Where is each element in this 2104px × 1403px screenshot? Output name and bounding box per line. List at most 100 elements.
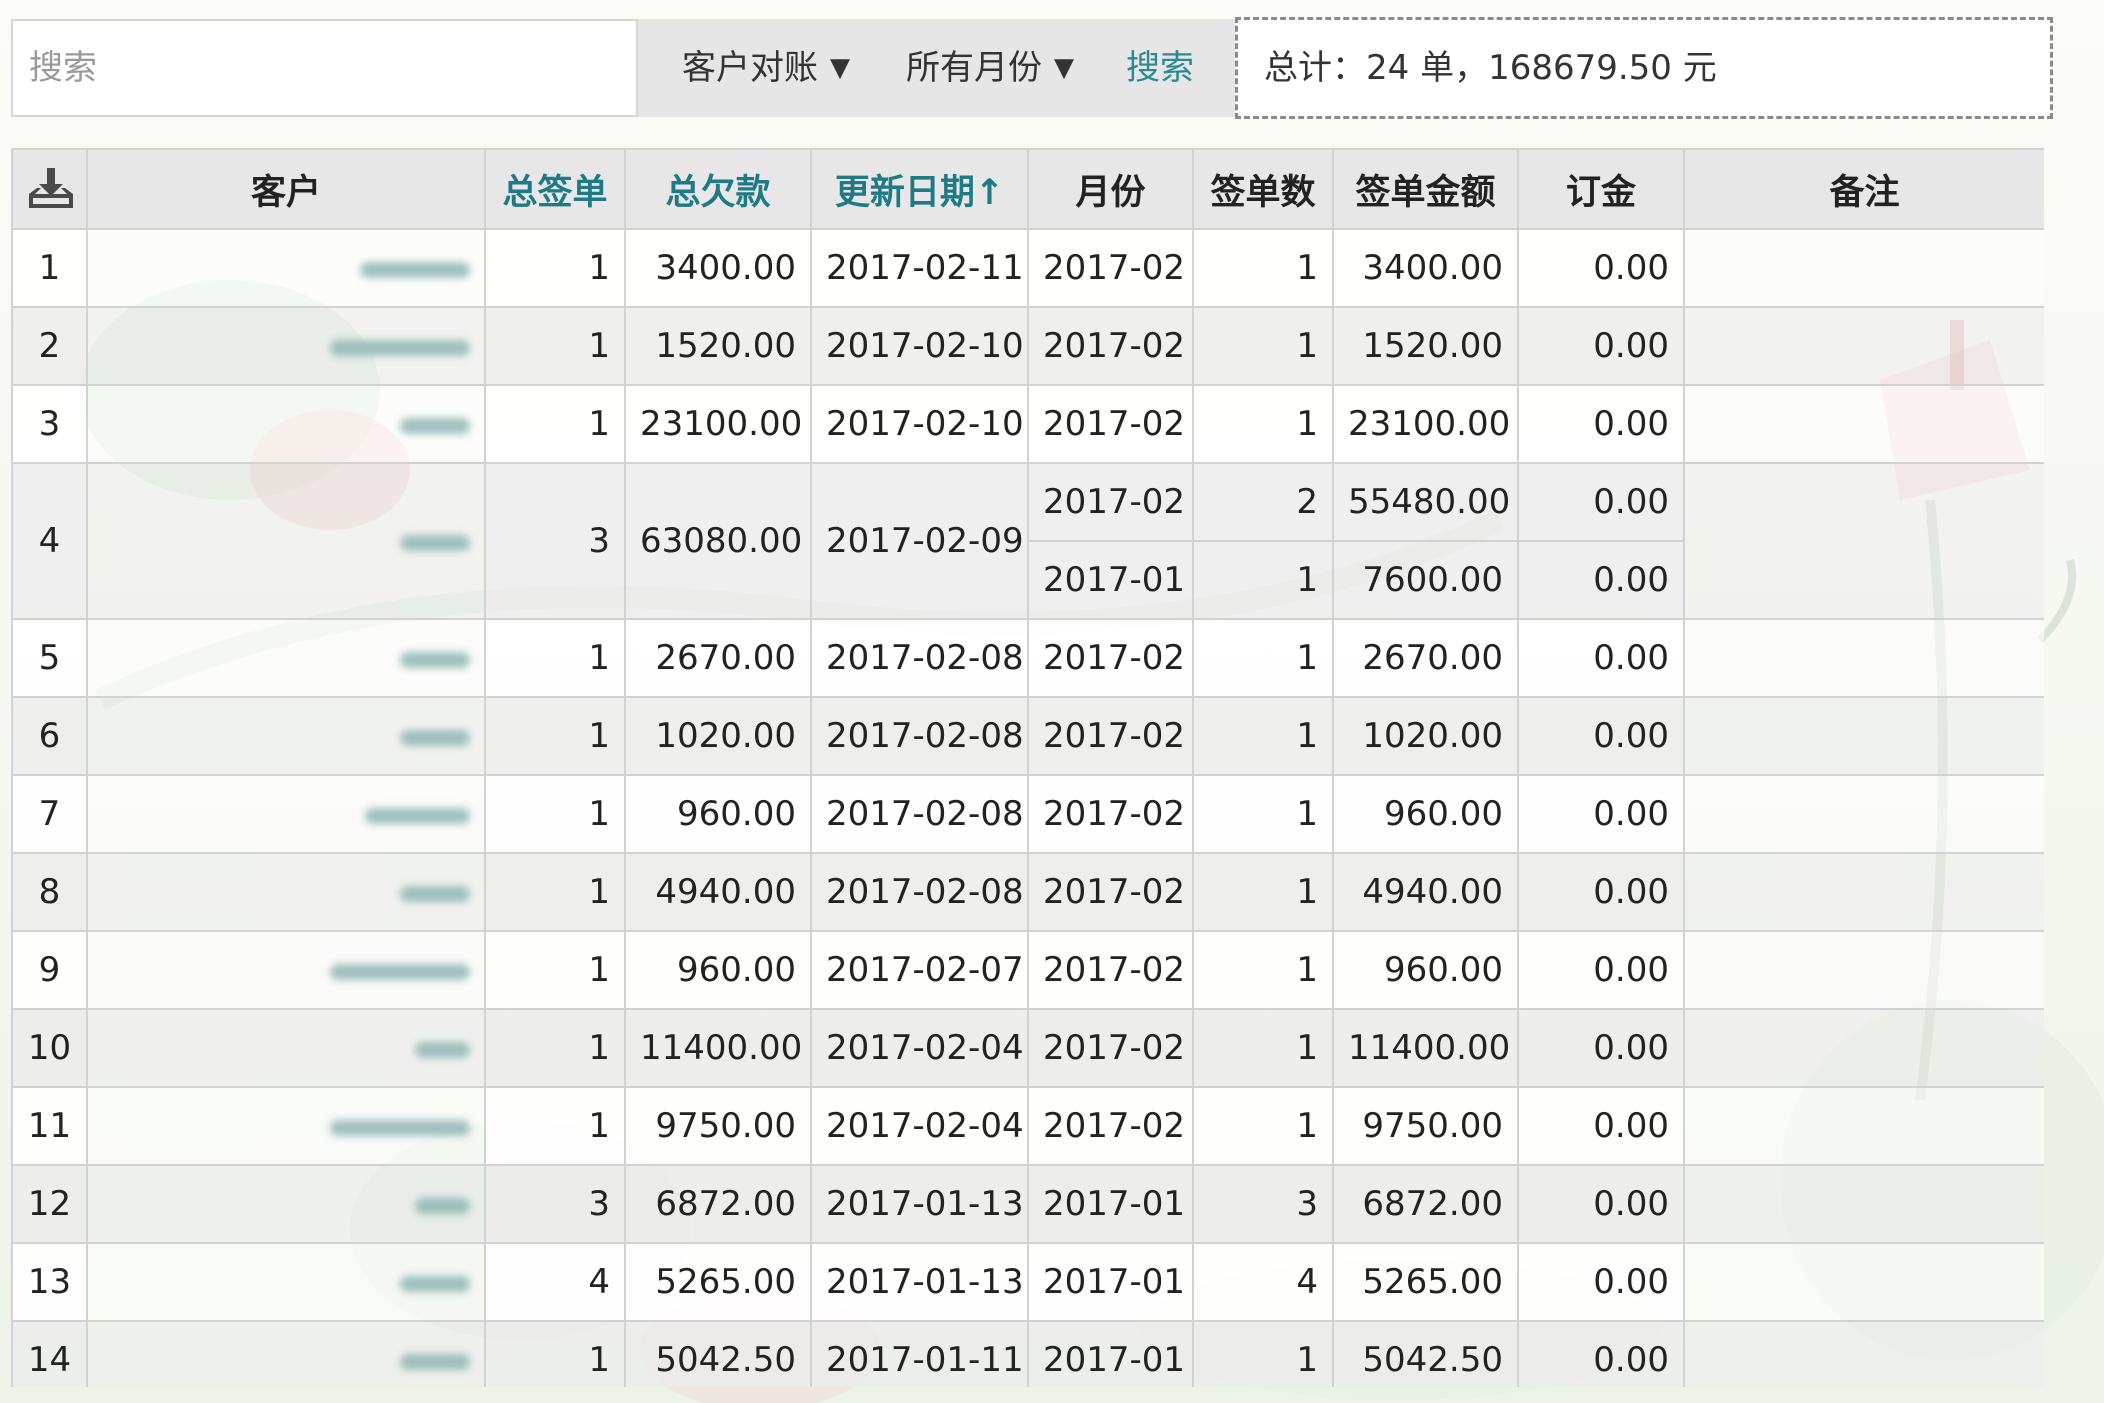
customer-cell[interactable] [86,228,486,308]
note-cell[interactable] [1683,774,2044,854]
updated-date-cell: 2017-02-04 [810,1008,1029,1088]
statement-table-container[interactable]: 客户 总签单 总欠款 更新日期↑ 月份 签单数 签单金额 订金 备注 1 1 340… [11,148,2044,1387]
customer-cell[interactable] [86,1242,486,1322]
customer-name-redacted [330,1119,470,1136]
customer-cell[interactable] [86,384,486,464]
search-button[interactable]: 搜索 [1126,48,1194,88]
table-row[interactable]: 8 1 4940.00 2017-02-08 2017-02 1 4940.00 0.00 [11,852,2044,932]
customer-cell[interactable] [86,930,486,1010]
table-row[interactable]: 2017-01 1 7600.00 0.00 [12,540,2044,620]
note-cell[interactable] [1683,1164,2044,1244]
total-debt-cell: 2670.00 [624,618,812,698]
order-count-cell: 4 [1192,1242,1334,1322]
order-count-cell: 1 [1192,1320,1334,1387]
deposit-cell: 0.00 [1517,384,1685,464]
table-row[interactable]: 4 3 63080.00 2017-02-09 2017-02 2 55480.00 0.00 [11,462,2044,620]
column-header-total-debt[interactable]: 总欠款 [624,148,812,230]
note-cell[interactable] [1683,306,2044,386]
order-amount-cell: 5042.50 [1332,1320,1519,1387]
total-orders-cell: 1 [484,930,626,1010]
order-count-cell: 1 [1192,306,1334,386]
note-cell[interactable] [1683,228,2044,308]
deposit-cell: 0.00 [1517,1320,1685,1387]
total-debt-cell: 960.00 [624,774,812,854]
total-debt-cell: 5042.50 [624,1320,812,1387]
order-amount-cell: 55480.00 [1332,462,1519,542]
total-debt-cell: 1520.00 [624,306,812,386]
table-row[interactable]: 3 1 23100.00 2017-02-10 2017-02 1 23100.00 0.00 [11,384,2044,464]
month-cell: 2017-02 [1027,1008,1194,1088]
note-cell[interactable] [1683,1320,2044,1387]
table-row[interactable]: 5 1 2670.00 2017-02-08 2017-02 1 2670.00 0.00 [11,618,2044,698]
statement-type-dropdown[interactable]: 客户对账 ▼ [682,19,850,117]
note-cell[interactable] [1683,696,2044,776]
customer-cell[interactable] [86,1086,486,1166]
order-count-cell: 1 [1192,228,1334,308]
table-row[interactable]: 14 1 5042.50 2017-01-11 2017-01 1 5042.50 0.00 [11,1320,2044,1387]
table-row[interactable]: 12 3 6872.00 2017-01-13 2017-01 3 6872.00 0.00 [11,1164,2044,1244]
customer-cell[interactable] [86,852,486,932]
column-header-updated-date[interactable]: 更新日期↑ [810,148,1029,230]
updated-date-cell: 2017-01-11 [810,1320,1029,1387]
customer-cell[interactable] [86,462,486,620]
month-cell: 2017-02 [1027,228,1194,308]
note-cell[interactable] [1683,852,2044,932]
customer-name-redacted [400,729,470,746]
table-row[interactable]: 7 1 960.00 2017-02-08 2017-02 1 960.00 0.00 [11,774,2044,854]
customer-name-redacted [400,1353,470,1370]
updated-date-cell: 2017-02-10 [810,384,1029,464]
customer-cell[interactable] [86,1008,486,1088]
row-index: 6 [11,696,88,776]
table-row[interactable]: 9 1 960.00 2017-02-07 2017-02 1 960.00 0.00 [11,930,2044,1010]
total-orders-cell: 1 [484,618,626,698]
table-body: 1 1 3400.00 2017-02-11 2017-02 1 3400.00 0.00 2 1… [11,228,2044,1387]
table-row[interactable]: 2 1 1520.00 2017-02-10 2017-02 1 1520.00 0.00 [11,306,2044,386]
month-cell: 2017-02 [1027,618,1194,698]
customer-name-redacted [400,1275,470,1292]
deposit-cell: 0.00 [1517,1164,1685,1244]
table-row[interactable]: 13 4 5265.00 2017-01-13 2017-01 4 5265.00 0.00 [11,1242,2044,1322]
row-index: 5 [11,618,88,698]
order-count-cell: 2 [1192,462,1334,542]
deposit-cell: 0.00 [1517,774,1685,854]
month-cell: 2017-02 [1027,306,1194,386]
deposit-cell: 0.00 [1517,462,1685,542]
total-orders-cell: 1 [484,774,626,854]
deposit-cell: 0.00 [1517,852,1685,932]
chevron-down-icon: ▼ [830,53,850,83]
month-dropdown[interactable]: 所有月份 ▼ [906,19,1074,117]
column-header-total-orders[interactable]: 总签单 [484,148,626,230]
export-header-cell[interactable] [11,148,88,230]
note-cell[interactable] [1683,462,2044,620]
table-row[interactable]: 1 1 3400.00 2017-02-11 2017-02 1 3400.00 0.00 [11,228,2044,308]
total-orders-cell: 4 [484,1242,626,1322]
month-cell: 2017-01 [1027,1242,1194,1322]
month-cell: 2017-02 [1027,852,1194,932]
customer-cell[interactable] [86,696,486,776]
order-count-cell: 1 [1192,384,1334,464]
table-row[interactable]: 11 1 9750.00 2017-02-04 2017-02 1 9750.00 0.00 [11,1086,2044,1166]
search-input[interactable] [11,19,638,117]
note-cell[interactable] [1683,1008,2044,1088]
customer-cell[interactable] [86,1164,486,1244]
customer-cell[interactable] [86,618,486,698]
note-cell[interactable] [1683,384,2044,464]
note-cell[interactable] [1683,1242,2044,1322]
note-cell[interactable] [1683,618,2044,698]
note-cell[interactable] [1683,930,2044,1010]
note-cell[interactable] [1683,1086,2044,1166]
customer-cell[interactable] [86,774,486,854]
column-header-note: 备注 [1683,148,2044,230]
table-row[interactable]: 10 1 11400.00 2017-02-04 2017-02 1 11400.00 0.0… [11,1008,2044,1088]
customer-cell[interactable] [86,1320,486,1387]
customer-cell[interactable] [86,306,486,386]
download-icon[interactable] [27,166,75,212]
customer-name-redacted [360,261,470,278]
row-index: 11 [11,1086,88,1166]
order-amount-cell: 960.00 [1332,774,1519,854]
table-row[interactable]: 6 1 1020.00 2017-02-08 2017-02 1 1020.00 0.00 [11,696,2044,776]
deposit-cell: 0.00 [1517,930,1685,1010]
total-orders-cell: 3 [484,1164,626,1244]
total-debt-cell: 960.00 [624,930,812,1010]
filter-area: 客户对账 ▼ 所有月份 ▼ 搜索 [638,19,1238,117]
